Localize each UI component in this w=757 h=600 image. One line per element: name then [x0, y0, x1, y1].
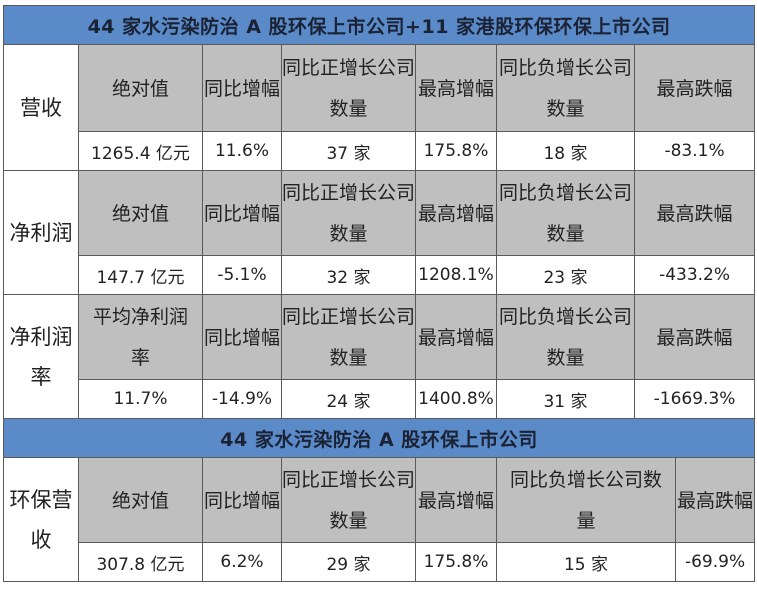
value-cell: 29 家	[281, 542, 416, 582]
value-cell: 23 家	[496, 255, 635, 295]
value-cell: 6.2%	[202, 542, 282, 582]
header-cell: 平均净利润率	[78, 294, 203, 380]
value-cell: 1400.8%	[415, 379, 497, 419]
header-cell: 同比正增长公司数量	[281, 294, 416, 380]
header-cell: 同比正增长公司数量	[281, 457, 416, 543]
performance-table: 44 家水污染防治 A 股环保上市公司+11 家港股环保环保上市公司 营收 绝对…	[2, 5, 756, 582]
row-label-profit: 净利润	[3, 170, 79, 295]
header-cell: 同比正增长公司数量	[281, 44, 416, 132]
header-cell: 最高增幅	[415, 170, 497, 256]
value-cell: -83.1%	[633, 131, 756, 171]
value-cell: -1669.3%	[633, 379, 756, 419]
value-cell: 18 家	[496, 131, 635, 171]
header-cell: 同比负增长公司数量	[496, 170, 635, 256]
header-cell: 最高跌幅	[674, 457, 756, 543]
value-cell: -433.2%	[633, 255, 756, 295]
section-title-b: 44 家水污染防治 A 股环保上市公司	[2, 418, 756, 458]
header-cell: 同比负增长公司数量	[496, 457, 676, 543]
value-cell: -14.9%	[202, 379, 282, 419]
row-label-margin: 净利润率	[3, 294, 79, 419]
value-cell: -5.1%	[202, 255, 282, 295]
header-cell: 最高增幅	[415, 294, 497, 380]
value-cell: 37 家	[281, 131, 416, 171]
header-cell: 最高跌幅	[633, 294, 756, 380]
header-cell: 最高跌幅	[633, 170, 756, 256]
value-cell: -69.9%	[674, 542, 756, 582]
header-cell: 绝对值	[78, 44, 203, 132]
value-cell: 11.7%	[78, 379, 203, 419]
header-cell: 同比负增长公司数量	[496, 294, 635, 380]
value-cell: 1265.4 亿元	[78, 131, 203, 171]
header-cell: 最高增幅	[415, 44, 497, 132]
value-cell: 147.7 亿元	[78, 255, 203, 295]
value-cell: 32 家	[281, 255, 416, 295]
value-cell: 24 家	[281, 379, 416, 419]
value-cell: 1208.1%	[415, 255, 497, 295]
value-cell: 175.8%	[415, 542, 497, 582]
value-cell: 307.8 亿元	[78, 542, 203, 582]
header-cell: 同比负增长公司数量	[496, 44, 635, 132]
row-label-revenue: 营收	[3, 44, 79, 171]
value-cell: 175.8%	[415, 131, 497, 171]
value-cell: 31 家	[496, 379, 635, 419]
header-cell: 同比正增长公司数量	[281, 170, 416, 256]
header-cell: 同比增幅	[202, 457, 282, 543]
header-cell: 最高跌幅	[633, 44, 756, 132]
header-cell: 最高增幅	[415, 457, 497, 543]
value-cell: 11.6%	[202, 131, 282, 171]
header-cell: 绝对值	[78, 170, 203, 256]
header-cell: 同比增幅	[202, 44, 282, 132]
row-label-env-revenue: 环保营收	[3, 457, 79, 582]
header-cell: 同比增幅	[202, 294, 282, 380]
value-cell: 15 家	[496, 542, 676, 582]
section-title-a: 44 家水污染防治 A 股环保上市公司+11 家港股环保环保上市公司	[2, 5, 756, 45]
header-cell: 同比增幅	[202, 170, 282, 256]
header-cell: 绝对值	[78, 457, 203, 543]
